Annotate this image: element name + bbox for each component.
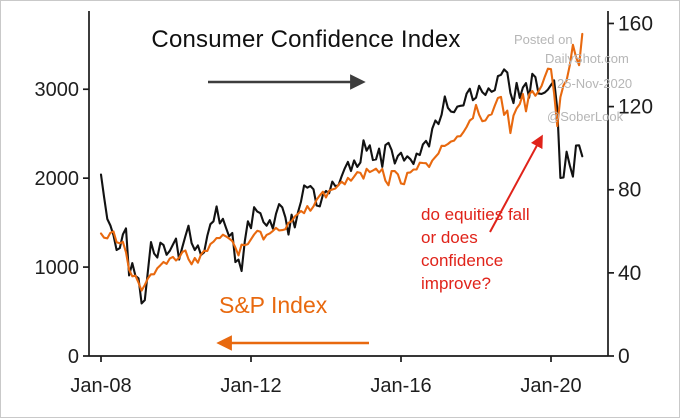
annotation-line-1: do equities fall <box>421 205 530 224</box>
y-axis-right-tick-label: 120 <box>618 96 653 119</box>
annotation-line-3: confidence <box>421 251 504 270</box>
x-axis-tick-label: Jan-16 <box>370 375 431 397</box>
watermark-site-text: DailyShot.com <box>545 51 629 66</box>
y-axis-left-tick-label: 3000 <box>35 79 80 101</box>
y-axis-right-tick-label: 160 <box>618 12 653 35</box>
chart-title: Consumer Confidence Index <box>151 26 461 53</box>
x-axis-tick-label: Jan-12 <box>220 375 281 397</box>
watermark-posted-text: Posted on <box>514 32 573 47</box>
y-axis-left-tick-label: 2000 <box>35 168 80 190</box>
series-sp-index <box>99 32 584 292</box>
annotation-text: do equities fall or does confidence impr… <box>421 203 530 295</box>
sp-index-label: S&P Index <box>219 292 328 318</box>
annotation-arrow <box>489 134 543 233</box>
watermark-handle-text: @SoberLook <box>547 109 624 124</box>
annotation-line-4: improve? <box>421 274 491 293</box>
y-axis-right-tick-label: 0 <box>618 345 630 368</box>
y-axis-left-tick-label: 0 <box>68 346 79 368</box>
x-axis-tick-label: Jan-08 <box>70 375 131 397</box>
series-consumer-confidence <box>99 68 584 305</box>
annotation-line-2: or does <box>421 228 478 247</box>
y-axis-left-tick-label: 1000 <box>35 257 80 279</box>
x-axis-tick-label: Jan-20 <box>520 375 581 397</box>
y-axis-right-tick-label: 40 <box>618 262 641 285</box>
y-axis-right-tick-label: 80 <box>618 179 641 202</box>
watermark-date-text: 25-Nov-2020 <box>557 76 633 91</box>
